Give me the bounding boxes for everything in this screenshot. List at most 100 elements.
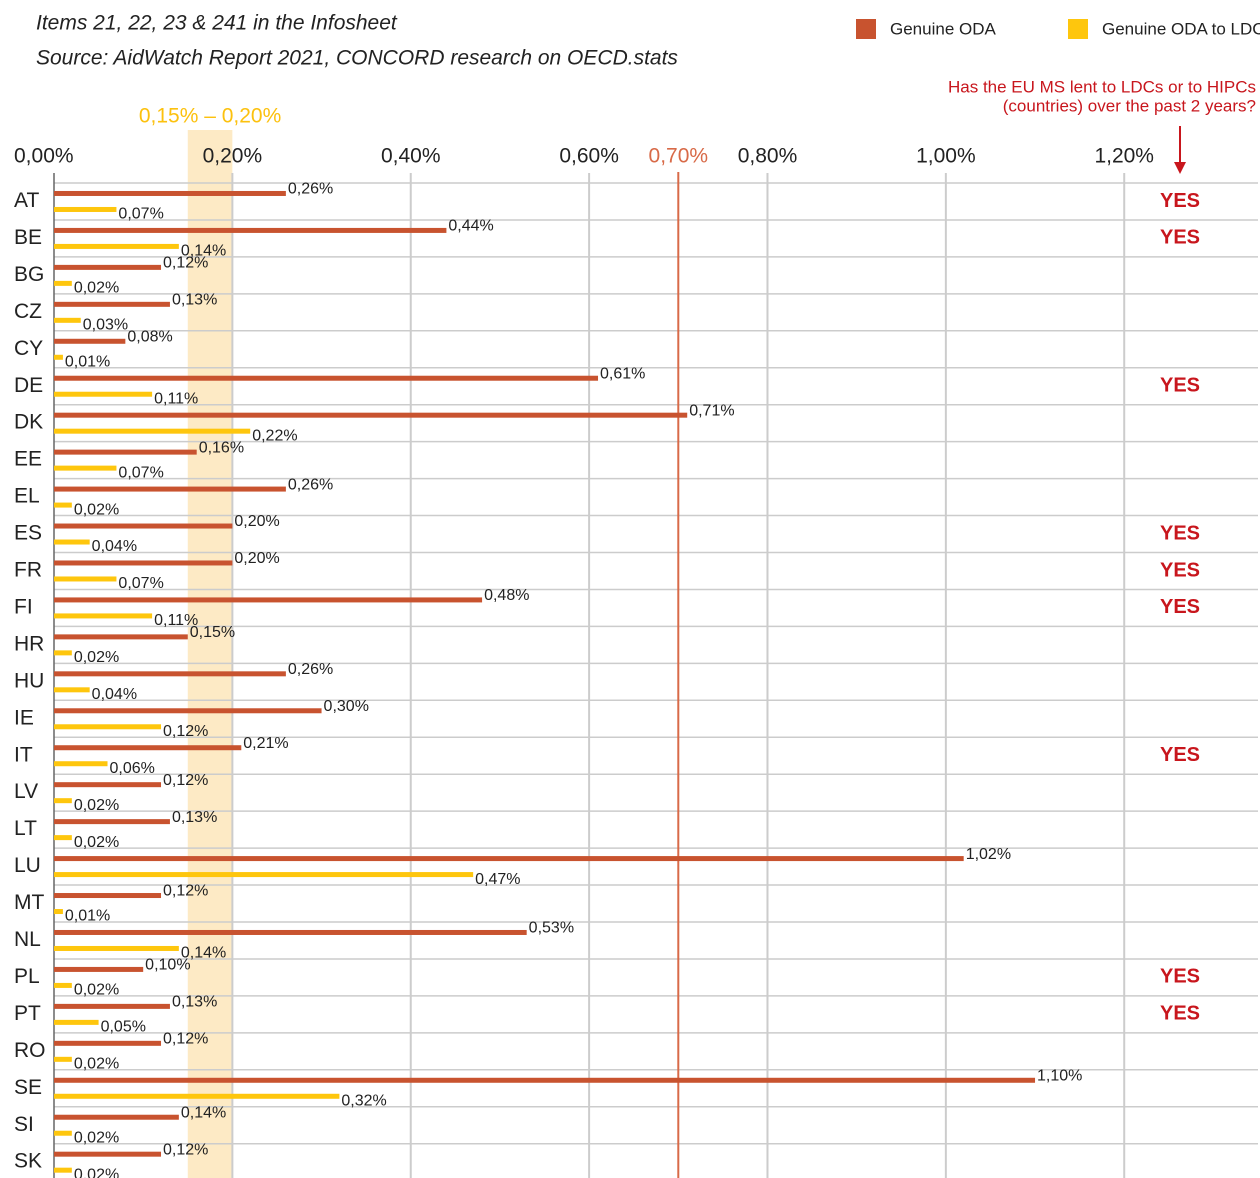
value-label: 0,07% [118, 206, 163, 223]
y-tick-label: PL [14, 965, 40, 988]
value-label: 0,02% [74, 1129, 119, 1146]
bar [54, 280, 72, 286]
value-label: 0,14% [181, 243, 226, 260]
value-label: 0,12% [163, 1031, 208, 1048]
bar [54, 782, 162, 788]
value-label: 0,03% [83, 317, 128, 334]
value-label: 0,13% [172, 994, 217, 1011]
value-label: 0,26% [288, 661, 333, 678]
value-label: 0,47% [475, 871, 520, 888]
y-tick-label: HR [14, 632, 44, 655]
y-tick-label: HU [14, 669, 44, 692]
hipc-answer: YES [1160, 966, 1200, 988]
bar [54, 909, 63, 915]
value-label: 0,02% [74, 982, 119, 999]
value-label: 0,02% [74, 280, 119, 297]
value-label: 0,11% [154, 612, 198, 629]
bar [54, 1040, 162, 1046]
bar [54, 724, 162, 730]
y-tick-label: BG [14, 263, 44, 286]
value-label: 0,05% [101, 1019, 146, 1036]
bar [54, 206, 117, 212]
chart-subtitle: Source: AidWatch Report 2021, CONCORD re… [36, 47, 678, 70]
value-label: 0,01% [65, 353, 110, 370]
bar [54, 523, 233, 529]
bar [54, 1019, 99, 1025]
bar [54, 945, 179, 951]
x-tick-label: 1,00% [916, 145, 976, 168]
value-label: 0,14% [181, 945, 226, 962]
value-label: 0,53% [529, 920, 574, 937]
value-label: 0,02% [74, 1056, 119, 1073]
bar [54, 1003, 170, 1009]
hipc-arrow-head [1174, 162, 1186, 174]
bar [54, 449, 197, 455]
bar [54, 893, 162, 899]
value-label: 0,61% [600, 365, 645, 382]
value-label: 0,20% [234, 513, 279, 530]
bar [54, 708, 322, 714]
bar [54, 1056, 72, 1062]
bar [54, 1077, 1036, 1083]
hipc-answer: YES [1160, 744, 1200, 766]
bar [54, 835, 72, 841]
x-tick-label: 0,20% [203, 145, 263, 168]
y-tick-label: NL [14, 928, 41, 951]
x-tick-label: 1,20% [1094, 145, 1154, 168]
x-tick-label: 0,60% [559, 145, 619, 168]
value-label: 0,06% [110, 760, 155, 777]
bar [54, 412, 688, 418]
bar [54, 465, 117, 471]
hipc-answer: YES [1160, 559, 1200, 581]
bar [54, 687, 90, 693]
value-label: 0,02% [74, 501, 119, 518]
value-label: 1,10% [1037, 1067, 1082, 1084]
y-tick-label: LU [14, 854, 41, 877]
bar [54, 761, 108, 767]
y-tick-label: CY [14, 337, 43, 360]
value-label: 0,12% [163, 883, 208, 900]
legend-label: Genuine ODA to LDCs [1102, 19, 1260, 38]
hipc-answer: YES [1160, 227, 1200, 249]
value-label: 0,21% [243, 735, 288, 752]
value-label: 0,26% [288, 476, 333, 493]
value-label: 0,22% [252, 427, 297, 444]
bar [54, 1093, 340, 1099]
bar [54, 634, 188, 640]
bar [54, 1114, 179, 1120]
value-label: 0,20% [234, 550, 279, 567]
value-label: 0,02% [74, 834, 119, 851]
y-tick-label: CZ [14, 300, 42, 323]
bar [54, 560, 233, 566]
value-label: 0,16% [199, 439, 244, 456]
y-tick-label: RO [14, 1039, 46, 1062]
bar [54, 1130, 72, 1136]
value-label: 0,10% [145, 957, 190, 974]
value-label: 0,02% [74, 797, 119, 814]
y-tick-label: EE [14, 448, 42, 471]
bar [54, 1167, 72, 1173]
value-label: 1,02% [966, 846, 1011, 863]
value-label: 0,13% [172, 809, 217, 826]
bar [54, 650, 72, 656]
bar [54, 190, 286, 196]
bar [54, 428, 251, 434]
y-tick-label: LV [14, 780, 38, 803]
bar [54, 671, 286, 677]
bar [54, 227, 447, 233]
y-tick-label: SK [14, 1150, 42, 1173]
value-label: 0,02% [74, 1166, 119, 1178]
bar [54, 391, 153, 397]
value-label: 0,11% [154, 390, 198, 407]
y-tick-label: EL [14, 485, 40, 508]
x-tick-label: 0,40% [381, 145, 441, 168]
y-tick-label: FI [14, 595, 33, 618]
value-label: 0,04% [92, 686, 137, 703]
bar [54, 798, 72, 804]
value-label: 0,14% [181, 1104, 226, 1121]
hipc-answer: YES [1160, 596, 1200, 618]
hipc-header: Has the EU MS lent to LDCs or to HIPCs [948, 77, 1256, 96]
value-label: 0,13% [172, 292, 217, 309]
y-tick-label: AT [14, 189, 39, 212]
bar [54, 486, 286, 492]
